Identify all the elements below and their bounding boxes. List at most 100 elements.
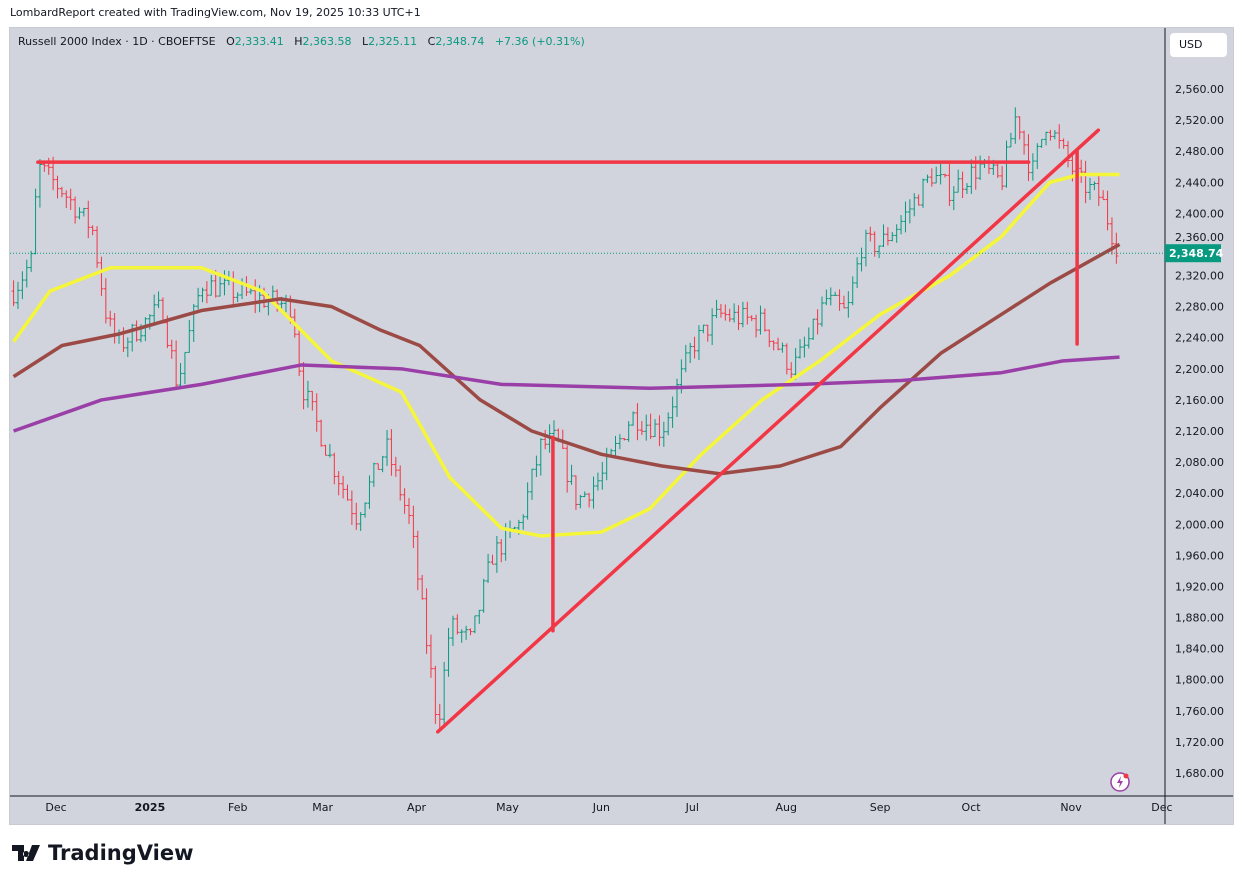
ohlc-bar xyxy=(196,287,201,310)
ohlc-bar xyxy=(925,174,930,184)
ohlc-bar xyxy=(24,259,29,288)
y-tick-label: 1,800.00 xyxy=(1175,674,1224,687)
ohlc-bar xyxy=(705,324,710,342)
ohlc-bar xyxy=(855,257,860,289)
ohlc-bar xyxy=(437,703,442,729)
ohlc-bar xyxy=(912,193,917,217)
x-tick-label: Mar xyxy=(312,801,333,814)
ohlc-bar xyxy=(907,199,912,224)
y-tick-label: 2,200.00 xyxy=(1175,363,1224,376)
currency-button[interactable]: USD xyxy=(1170,33,1227,57)
ohlc-bar xyxy=(631,411,636,426)
ohlc-bar xyxy=(1048,129,1053,141)
y-tick-label: 1,680.00 xyxy=(1175,767,1224,780)
ohlc-bar xyxy=(117,329,122,344)
ohlc-bar xyxy=(780,342,785,353)
chart-credit: LombardReport created with TradingView.c… xyxy=(10,6,421,19)
ohlc-bar xyxy=(890,232,895,242)
ohlc-bar xyxy=(617,434,622,450)
ohlc-bar xyxy=(995,163,1000,178)
ohlc-bar xyxy=(644,414,649,441)
ohlc-bar xyxy=(885,227,890,246)
ohlc-bar xyxy=(371,462,376,487)
ohlc-bar xyxy=(648,413,653,439)
ohlc-bar xyxy=(253,279,258,314)
ohlc-bar xyxy=(1083,160,1088,204)
ohlc-bar xyxy=(947,163,952,206)
y-tick-label: 2,520.00 xyxy=(1175,114,1224,127)
ohlc-bar xyxy=(877,245,882,259)
x-tick-label: Oct xyxy=(962,801,982,814)
ohlc-bar xyxy=(894,224,899,243)
y-tick-label: 1,880.00 xyxy=(1175,612,1224,625)
ohlc-bar xyxy=(20,271,25,300)
y-tick-label: 1,760.00 xyxy=(1175,705,1224,718)
ohlc-bar xyxy=(402,488,407,514)
ohlc-bar xyxy=(468,628,473,636)
symbol-name[interactable]: Russell 2000 Index · 1D · CBOEFTSE xyxy=(18,35,216,48)
ohlc-bar xyxy=(793,348,798,380)
ohlc-bar xyxy=(15,281,20,309)
ohlc-bar xyxy=(960,171,965,198)
ohlc-bar xyxy=(424,588,429,654)
ohlc-bar xyxy=(916,194,921,206)
ohlc-bar xyxy=(349,490,354,525)
ohlc-bar xyxy=(789,362,794,381)
ohlc-bar xyxy=(635,403,640,441)
ohlc-bar xyxy=(64,190,69,209)
y-tick-label: 2,560.00 xyxy=(1175,83,1224,96)
ohlc-bar xyxy=(767,329,772,347)
ohlc-bar xyxy=(692,336,697,359)
ohlc-bar xyxy=(745,301,750,325)
ohlc-bar xyxy=(95,226,100,268)
ohlc-bar xyxy=(363,502,368,518)
tradingview-logo-icon xyxy=(12,845,40,861)
ohlc-bar xyxy=(187,319,192,353)
ohlc-bar xyxy=(433,665,438,724)
ohlc-bar xyxy=(762,308,767,332)
ohlc-bar xyxy=(538,438,543,476)
chart-panel[interactable]: 2,560.00 2,520.00 2,480.00 2,440.00 2,400.00… xyxy=(9,27,1234,825)
ohlc-bar xyxy=(156,291,161,309)
ohlc-bar xyxy=(653,419,658,438)
ohlc-bar xyxy=(305,380,310,408)
ohlc-bar xyxy=(125,337,130,358)
ohlc-bar xyxy=(459,629,464,643)
ohlc-bar xyxy=(108,310,113,327)
ohlc-bar xyxy=(986,155,991,174)
y-tick-label: 2,280.00 xyxy=(1175,301,1224,314)
ohlc-bar xyxy=(1087,177,1092,200)
y-tick-label: 1,720.00 xyxy=(1175,736,1224,749)
ohlc-bar xyxy=(336,471,341,496)
ohlc-bar xyxy=(81,207,86,217)
ohlc-bar xyxy=(903,201,908,233)
ohlc-bar xyxy=(1013,107,1018,144)
flash-icon-bolt xyxy=(1117,776,1123,788)
ohlc-bar xyxy=(472,615,477,634)
x-tick-label: Sep xyxy=(870,801,891,814)
y-tick-label: 2,480.00 xyxy=(1175,145,1224,158)
x-tick-label: Apr xyxy=(407,801,427,814)
ohlc-bar xyxy=(209,275,214,296)
ohlc-bar xyxy=(951,186,956,211)
ohlc-bar xyxy=(841,295,846,309)
ohlc-bar xyxy=(1092,181,1097,191)
ohlc-bar xyxy=(231,271,236,308)
price-chart[interactable]: 2,560.00 2,520.00 2,480.00 2,440.00 2,400.00… xyxy=(10,28,1233,824)
ohlc-bar xyxy=(73,196,78,224)
ohlc-bar xyxy=(1101,190,1106,201)
ohlc-bar xyxy=(323,444,328,456)
ohlc-bar xyxy=(754,314,759,338)
ohlc-bar xyxy=(1022,130,1027,155)
ohlc-bar xyxy=(543,429,548,450)
ohlc-bar xyxy=(235,292,240,303)
tradingview-logo[interactable]: TradingView xyxy=(12,841,193,865)
ohlc-bar xyxy=(112,313,117,344)
notification-dot xyxy=(1123,773,1129,779)
brand-name: TradingView xyxy=(48,841,194,865)
ohlc-bar xyxy=(301,362,306,410)
ohlc-bar xyxy=(1035,143,1040,169)
trend-line xyxy=(436,128,1101,734)
ohlc-bar xyxy=(565,445,570,493)
ohlc-bar xyxy=(143,317,148,342)
